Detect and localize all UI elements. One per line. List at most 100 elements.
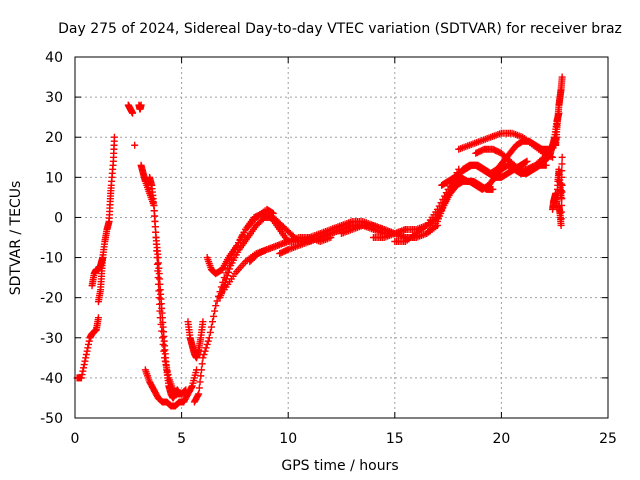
data-point-interp — [202, 344, 210, 352]
y-axis-label: SDTVAR / TECUs — [8, 181, 24, 296]
data-point — [558, 153, 566, 161]
data-point-interp — [81, 357, 89, 365]
data-point — [137, 101, 145, 109]
data-point — [558, 73, 566, 81]
y-tick-label: 40 — [45, 50, 63, 66]
data-point — [131, 141, 139, 149]
data-point — [557, 221, 565, 229]
data-point-interp — [558, 188, 566, 196]
data-point — [129, 109, 137, 117]
data-point-interp — [558, 195, 566, 203]
data-point-interp — [200, 350, 208, 358]
data-point-interp — [198, 360, 206, 368]
y-tick-label: -30 — [40, 331, 63, 347]
data-point — [110, 133, 118, 141]
data-point-interp — [83, 347, 91, 355]
data-point-interp — [80, 361, 88, 369]
y-tick-label: 20 — [45, 130, 63, 146]
axis-ticks: 0 5 10 15 20 25 -50 -40 -30 -20 -10 0 10 20 30 40 — [40, 50, 617, 447]
data-point-interp — [157, 320, 165, 328]
data-point-interp — [160, 347, 168, 355]
data-point-interp — [162, 361, 170, 369]
x-tick-label: 0 — [71, 431, 80, 447]
y-tick-label: -10 — [40, 251, 63, 267]
data-point-interp — [197, 372, 205, 380]
data-point-interp — [188, 383, 196, 391]
data-point — [212, 302, 220, 310]
y-tick-label: -50 — [40, 411, 63, 427]
data-point — [199, 318, 207, 326]
data-point-interp — [153, 247, 161, 255]
data-point-interp — [211, 307, 219, 315]
data-point-interp — [79, 367, 87, 375]
data-point-interp — [196, 378, 204, 386]
data-point-interp — [78, 371, 86, 379]
data-point-interp — [207, 323, 215, 331]
data-point-interp — [557, 215, 565, 223]
data-point-interp — [152, 240, 160, 248]
y-tick-label: 0 — [54, 210, 63, 226]
data-point-interp — [154, 267, 162, 275]
series-arc-01 — [73, 314, 102, 382]
data-point-interp — [158, 327, 166, 335]
data-point-interp — [558, 160, 566, 168]
series-arc-10 — [184, 318, 207, 362]
y-tick-label: 10 — [45, 170, 63, 186]
data-point-interp — [84, 344, 92, 352]
data-point-interp — [206, 328, 214, 336]
series-arc-08 — [141, 366, 201, 410]
data-point-interp — [203, 340, 211, 348]
data-point — [558, 181, 566, 189]
data-point-interp — [226, 265, 234, 273]
data-point — [94, 314, 102, 322]
data-point-interp — [164, 371, 172, 379]
data-point-interp — [557, 187, 565, 195]
plot-frame — [74, 56, 609, 419]
data-point-interp — [159, 340, 167, 348]
data-point — [489, 185, 497, 193]
y-tick-label: -40 — [40, 371, 63, 387]
data-point-interp — [156, 307, 164, 315]
data-point-interp — [197, 366, 205, 374]
data-point — [156, 314, 164, 322]
data-point-interp — [158, 334, 166, 342]
data-point-interp — [163, 367, 171, 375]
data-point-interp — [558, 173, 566, 181]
data-point-interp — [153, 254, 161, 262]
data-point — [205, 334, 213, 342]
data-point-interp — [153, 260, 161, 268]
data-point-interp — [201, 347, 209, 355]
data-point-interp — [161, 357, 169, 365]
data-point — [152, 234, 160, 241]
data-point-interp — [557, 208, 565, 216]
data-point-interp — [204, 337, 212, 345]
data-point-interp — [558, 167, 566, 175]
data-point-interp — [209, 318, 217, 326]
data-point-interp — [85, 340, 93, 348]
data-point — [199, 354, 207, 362]
data-point-interp — [82, 350, 90, 358]
data-point-interp — [155, 294, 163, 302]
series-arc-09 — [146, 173, 190, 398]
data-point-interp — [155, 280, 163, 288]
data-point-interp — [557, 180, 565, 188]
data-point — [557, 193, 565, 201]
series-arc-03 — [94, 133, 118, 306]
data-point-interp — [163, 364, 171, 372]
x-axis-label: GPS time / hours — [281, 458, 398, 474]
series-arc-28 — [551, 73, 566, 149]
chart-title: Day 275 of 2024, Sidereal Day-to-day VTE… — [58, 21, 622, 37]
x-tick-label: 20 — [492, 431, 510, 447]
series-arc-29 — [555, 181, 566, 229]
data-point-interp — [155, 287, 163, 295]
data-point-interp — [195, 384, 203, 392]
data-point — [195, 390, 203, 398]
series-arc-23 — [455, 137, 552, 177]
data-point-interp — [80, 364, 88, 372]
data-point-interp — [85, 337, 93, 345]
data-point-interp — [225, 268, 233, 276]
data-point-interp — [558, 201, 566, 209]
data-point — [161, 354, 169, 362]
data-point — [154, 274, 162, 282]
